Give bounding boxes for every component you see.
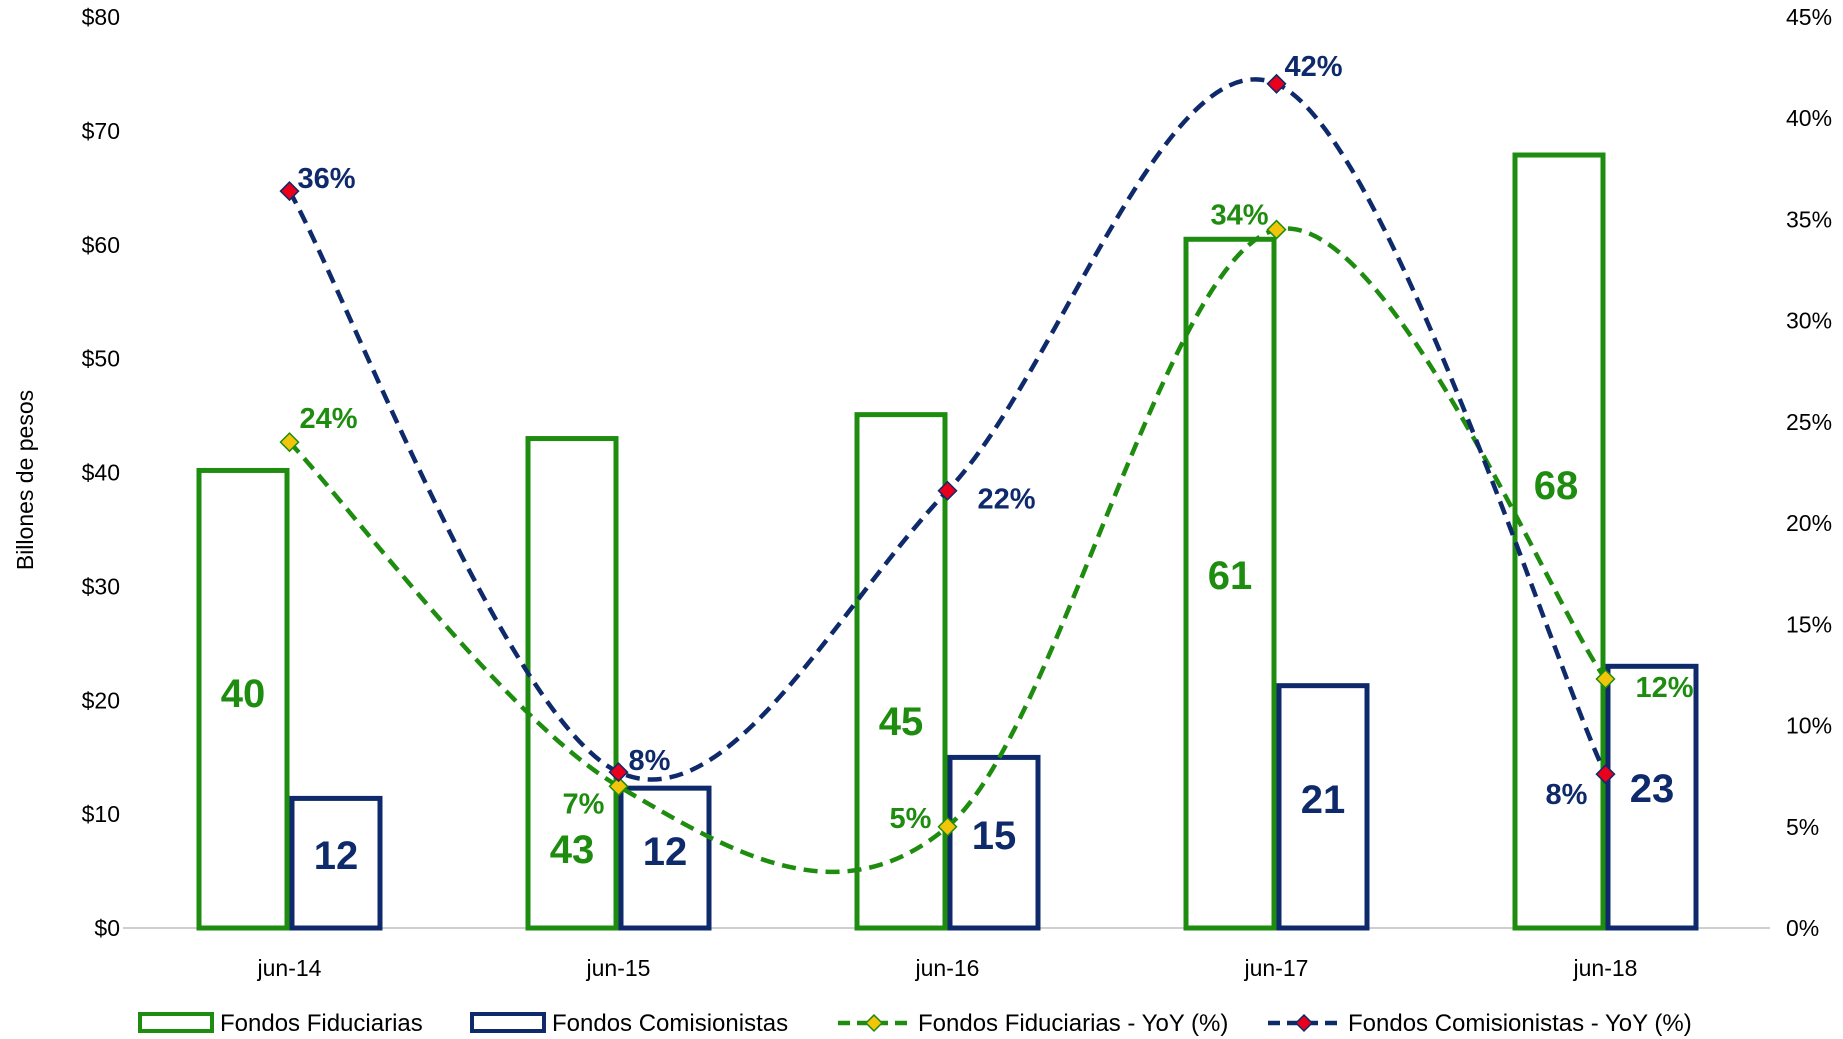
bar-value-label: 23: [1630, 767, 1675, 811]
bar-value-label: 12: [314, 834, 359, 878]
yoy-marker: [1266, 219, 1287, 240]
bars: [196, 152, 1699, 931]
legend-swatch: [470, 1012, 546, 1033]
y-tick-label: $50: [82, 346, 120, 372]
x-tick-label: jun-14: [257, 955, 322, 981]
x-axis-ticks: jun-14 jun-15 jun-16 jun-17 jun-18: [257, 955, 1638, 981]
y2-tick-label: 30%: [1786, 308, 1832, 334]
yoy-marker: [279, 432, 300, 453]
legend-label: Fondos Comisionistas: [552, 1010, 788, 1037]
y2-tick-label: 25%: [1786, 409, 1832, 435]
x-tick-label: jun-18: [1573, 955, 1638, 981]
y-tick-label: $80: [82, 4, 120, 30]
legend-label: Fondos Comisionistas - YoY (%): [1348, 1010, 1692, 1037]
yoy-value-label: 7%: [563, 788, 605, 820]
left-axis-ticks: $0 $10 $20 $30 $40 $50 $60 $70 $80: [82, 4, 120, 941]
y-tick-label: $0: [94, 915, 120, 941]
yoy-value-label: 34%: [1211, 200, 1269, 232]
bar-fiduciarias: [1183, 236, 1277, 931]
y2-tick-label: 45%: [1786, 4, 1832, 30]
yoy-marker: [279, 181, 300, 202]
yoy-marker: [608, 776, 629, 797]
yoy-marker: [608, 762, 629, 783]
bar-value-label: 21: [1301, 778, 1346, 822]
y-tick-label: $70: [82, 118, 120, 144]
bar-comisionistas: [1276, 683, 1370, 931]
yoy-value-label: 8%: [629, 745, 671, 777]
yoy-marker: [1595, 764, 1616, 785]
bar-value-label: 40: [221, 672, 266, 716]
y2-tick-label: 0%: [1786, 915, 1819, 941]
legend-label: Fondos Fiduciarias: [220, 1010, 423, 1037]
y2-tick-label: 20%: [1786, 510, 1832, 536]
yoy-lines: [287, 77, 1608, 875]
legend-marker: [1294, 1013, 1314, 1033]
yoy-marker: [1595, 668, 1616, 690]
legend-swatch: [138, 1012, 214, 1033]
y2-tick-label: 5%: [1786, 814, 1819, 840]
legend-label: Fondos Fiduciarias - YoY (%): [918, 1010, 1228, 1037]
y2-tick-label: 35%: [1786, 206, 1832, 232]
y-tick-label: $60: [82, 232, 120, 258]
line-fiduciarias-yoy: [287, 226, 1608, 875]
yoy-marker: [937, 816, 958, 837]
bar-comisionistas: [947, 754, 1041, 931]
bar-value-label: 61: [1208, 554, 1253, 598]
bar-labels: 40 43 45 61 68 12 12 15 21 23: [221, 464, 1675, 878]
x-tick-label: jun-15: [586, 955, 651, 981]
legend: Fondos Fiduciarias Fondos Comisionistas Fo…: [138, 1010, 1692, 1037]
right-axis-ticks: 0% 5% 10% 15% 20% 25% 30% 35% 40% 45%: [1786, 4, 1832, 941]
yoy-value-label: 12%: [1636, 672, 1694, 704]
bar-value-label: 43: [550, 828, 595, 872]
bar-value-label: 12: [643, 830, 688, 874]
y-tick-label: $40: [82, 460, 120, 486]
legend-marker: [864, 1013, 884, 1033]
line-comisionistas-yoy: [287, 77, 1608, 782]
yoy-value-label: 24%: [300, 403, 358, 435]
bar-comisionistas: [1605, 663, 1699, 931]
yoy-value-label: 5%: [890, 803, 932, 835]
yoy-value-label: 42%: [1285, 51, 1343, 83]
bar-value-label: 68: [1534, 464, 1579, 508]
yoy-value-label: 8%: [1546, 779, 1588, 811]
yoy-value-label: 22%: [978, 484, 1036, 516]
bar-fiduciarias: [854, 412, 948, 931]
y-axis-title: Billones de pesos: [12, 390, 38, 570]
yoy-labels: 24% 7% 5% 34% 12% 36% 8% 22% 42% 8%: [298, 51, 1694, 835]
bar-fiduciarias: [196, 467, 290, 931]
y2-tick-label: 40%: [1786, 105, 1832, 131]
bar-value-label: 45: [879, 700, 924, 744]
bar-fiduciarias: [525, 436, 619, 931]
x-tick-label: jun-16: [915, 955, 980, 981]
bar-comisionistas: [289, 795, 383, 931]
y-tick-label: $20: [82, 687, 120, 713]
yoy-markers: [279, 73, 1616, 837]
x-tick-label: jun-17: [1244, 955, 1309, 981]
y2-tick-label: 10%: [1786, 713, 1832, 739]
y-tick-label: $10: [82, 801, 120, 827]
y2-tick-label: 15%: [1786, 611, 1832, 637]
yoy-marker: [937, 480, 958, 501]
y-tick-label: $30: [82, 573, 120, 599]
yoy-value-label: 36%: [298, 163, 356, 195]
bar-value-label: 15: [972, 814, 1017, 858]
yoy-marker: [1266, 73, 1287, 94]
bar-comisionistas: [618, 785, 712, 931]
